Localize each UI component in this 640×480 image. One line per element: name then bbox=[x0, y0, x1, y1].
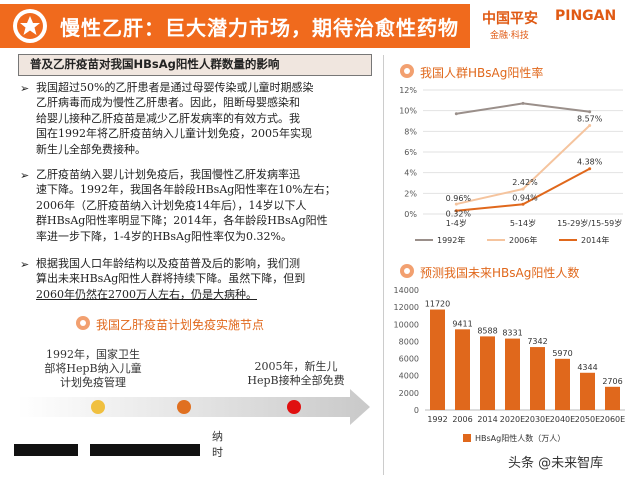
data-point bbox=[454, 202, 458, 206]
y-tick-label: 4000 bbox=[399, 372, 419, 381]
x-tick-label: 5-14岁 bbox=[510, 218, 536, 228]
data-point bbox=[454, 209, 458, 213]
bar bbox=[605, 386, 620, 410]
legend-swatch bbox=[463, 434, 471, 442]
data-label: 9411 bbox=[452, 319, 472, 328]
y-tick-label: 4% bbox=[404, 169, 417, 178]
data-label: 5970 bbox=[552, 349, 572, 358]
bullet-paragraph-2: 乙肝疫苗纳入婴儿计划免疫后，我国慢性乙肝发病率迅 速下降。1992年，我国各年龄… bbox=[36, 168, 336, 243]
title-banner bbox=[0, 4, 470, 48]
data-point bbox=[521, 101, 525, 105]
timeline-dot-1992 bbox=[91, 400, 105, 414]
timeline-event-1992: 1992年，国家卫生 部将HepB纳入儿童 计划免疫管理 bbox=[44, 348, 142, 389]
data-point bbox=[588, 123, 592, 127]
x-tick-label: 2040E bbox=[550, 415, 575, 424]
badge-icon bbox=[13, 9, 47, 43]
data-label: 8331 bbox=[502, 329, 522, 338]
section-marker-icon bbox=[400, 264, 414, 278]
page-title: 慢性乙肝：巨大潜力市场，期待治愈性药物 bbox=[60, 16, 459, 40]
legend-label: 1992年 bbox=[437, 235, 465, 245]
footer-fragment: 纳 bbox=[212, 430, 223, 443]
data-label: 4.38% bbox=[577, 158, 603, 167]
bar bbox=[530, 347, 545, 410]
data-label: 11720 bbox=[425, 300, 450, 309]
x-tick-label: 2060E bbox=[600, 415, 625, 424]
x-tick-label: 2020E bbox=[500, 415, 525, 424]
chart1-title: 我国人群HBsAg阳性率 bbox=[420, 66, 544, 80]
series-line bbox=[456, 124, 591, 206]
bar bbox=[455, 329, 470, 410]
x-tick-label: 2006 bbox=[452, 415, 472, 424]
data-label: 4344 bbox=[577, 363, 597, 372]
bar bbox=[505, 338, 520, 410]
data-label: 8588 bbox=[477, 326, 497, 335]
section-title-bar bbox=[18, 54, 372, 76]
timeline-dot-2005 bbox=[287, 400, 301, 414]
hbsag-rate-line-chart: 0% 2% 4% 6% 8% 10% 12% 1-4岁 5-14岁 15-29岁/15-59岁 0.… bbox=[399, 86, 623, 245]
redacted-bar bbox=[14, 444, 78, 456]
y-tick-label: 10% bbox=[399, 107, 417, 116]
legend-label: 2006年 bbox=[509, 235, 537, 245]
bullet-arrow-icon: ➢ bbox=[20, 258, 30, 271]
data-point bbox=[454, 112, 458, 116]
legend-label: HBsAg阳性人数（万人） bbox=[475, 433, 565, 443]
data-label: 0.32% bbox=[446, 210, 472, 219]
x-tick-label: 2030E bbox=[525, 415, 550, 424]
x-tick-label: 2050E bbox=[575, 415, 600, 424]
timeline-arrow bbox=[18, 389, 370, 425]
y-tick-label: 6% bbox=[404, 148, 417, 157]
data-point bbox=[588, 167, 592, 171]
brand-tagline: 金融·科技 bbox=[490, 31, 529, 41]
y-tick-label: 12% bbox=[399, 86, 417, 95]
data-label: 2.42% bbox=[512, 178, 538, 187]
y-tick-label: 14000 bbox=[394, 286, 419, 295]
x-tick-label: 15-29岁/15-59岁 bbox=[557, 218, 622, 228]
watermark: 头条 @未来智库 bbox=[508, 456, 604, 471]
y-tick-label: 12000 bbox=[394, 303, 419, 312]
section-marker-icon bbox=[76, 316, 90, 330]
data-label: 8.57% bbox=[577, 114, 603, 123]
hbsag-count-bar-chart: 0 2000 4000 6000 8000 10000 12000 14000 11720 199… bbox=[394, 286, 626, 443]
data-point bbox=[588, 110, 592, 114]
y-tick-label: 8000 bbox=[399, 337, 419, 346]
data-label: 7342 bbox=[527, 337, 547, 346]
data-label: 0.94% bbox=[512, 193, 538, 202]
x-tick-label: 2014 bbox=[477, 415, 497, 424]
y-tick-label: 8% bbox=[404, 127, 417, 136]
data-label: 0.96% bbox=[446, 194, 472, 203]
redacted-bar bbox=[90, 444, 200, 456]
data-label: 2706 bbox=[602, 377, 622, 386]
timeline-dot-mid bbox=[177, 400, 191, 414]
x-tick-label: 1992 bbox=[427, 415, 447, 424]
bullet-paragraph-3: 根据我国人口年龄结构以及疫苗普及后的影响，我们测 算出未来HBsAg阳性人群将持… bbox=[36, 257, 306, 301]
data-point bbox=[521, 187, 525, 191]
data-point bbox=[521, 202, 525, 206]
bullet-paragraph-1: 我国超过50%的乙肝患者是通过母婴传染或儿童时期感染 乙肝病毒而成为慢性乙肝患者… bbox=[36, 81, 314, 156]
bar bbox=[555, 358, 570, 410]
section-marker-icon bbox=[400, 64, 414, 78]
bullet-arrow-icon: ➢ bbox=[20, 82, 30, 95]
y-tick-label: 2% bbox=[404, 189, 417, 198]
y-tick-label: 6000 bbox=[399, 355, 419, 364]
brand-name-cn: 中国平安 bbox=[482, 11, 538, 27]
y-tick-label: 2000 bbox=[399, 389, 419, 398]
legend-label: 2014年 bbox=[581, 235, 609, 245]
bar bbox=[430, 309, 445, 410]
section-title: 普及乙肝疫苗对我国HBsAg阳性人群数量的影响 bbox=[30, 57, 280, 71]
column-divider bbox=[383, 55, 384, 475]
bar bbox=[580, 372, 595, 410]
timeline-event-2005: 2005年，新生儿 HepB接种全部免费 bbox=[247, 360, 345, 387]
chart2-title: 预测我国未来HBsAg阳性人数 bbox=[420, 266, 580, 280]
y-tick-label: 10000 bbox=[394, 320, 419, 329]
y-tick-label: 0 bbox=[414, 406, 419, 415]
y-tick-label: 0% bbox=[404, 210, 417, 219]
bar bbox=[480, 336, 495, 410]
series-line bbox=[456, 102, 590, 115]
brand-name-en: PINGAN bbox=[555, 8, 617, 24]
footer-fragment: 时 bbox=[212, 446, 223, 459]
timeline-title: 我国乙肝疫苗计划免疫实施节点 bbox=[96, 318, 265, 332]
x-tick-label: 1-4岁 bbox=[446, 218, 467, 228]
bullet-arrow-icon: ➢ bbox=[20, 169, 30, 182]
